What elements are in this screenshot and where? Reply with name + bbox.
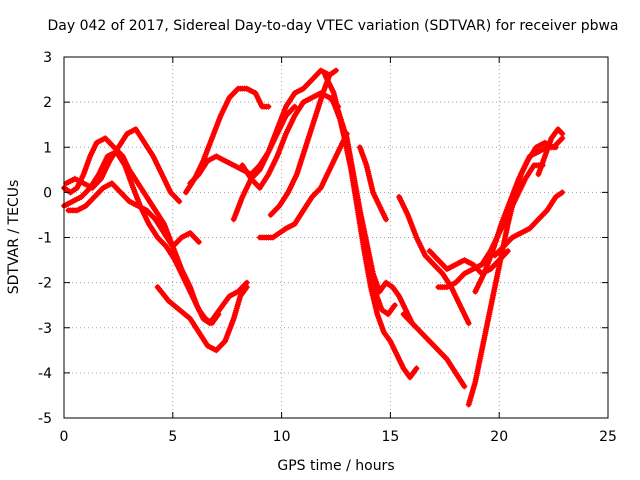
x-tick-label: 0 [60, 429, 69, 445]
data-series [535, 126, 566, 178]
data-series [396, 193, 472, 327]
x-axis-label: GPS time / hours [277, 458, 394, 474]
data-series [256, 130, 350, 241]
data-series [182, 85, 272, 196]
series-markers [356, 144, 389, 223]
x-tick-label: 20 [490, 429, 508, 445]
y-tick-label: -1 [38, 231, 52, 247]
data-series [356, 144, 389, 223]
data-series [65, 180, 202, 250]
data-series [400, 311, 468, 390]
x-tick-label: 10 [273, 429, 291, 445]
series-markers [65, 180, 202, 250]
x-tick-label: 15 [381, 429, 399, 445]
y-axis-label: SDTVAR / TECUs [6, 180, 22, 295]
series-markers [535, 126, 566, 178]
y-tick-label: 1 [43, 140, 52, 156]
series-markers [154, 284, 250, 354]
y-tick-label: 0 [43, 185, 52, 201]
data-series [230, 67, 333, 223]
y-tick-label: -5 [38, 411, 52, 427]
data-series [335, 108, 416, 327]
x-tick-label: 25 [599, 429, 617, 445]
x-tick-label: 5 [168, 429, 177, 445]
y-tick-label: -2 [38, 276, 52, 292]
series-markers [335, 108, 416, 327]
plot-area [61, 67, 566, 408]
series-markers [491, 189, 566, 259]
series-markers [396, 193, 472, 327]
data-series [491, 189, 566, 259]
data-series [154, 284, 250, 354]
y-tick-label: -4 [38, 366, 52, 382]
chart-title: Day 042 of 2017, Sidereal Day-to-day VTE… [47, 18, 618, 34]
series-markers [400, 311, 468, 390]
y-tick-label: -3 [38, 321, 52, 337]
series-markers [256, 130, 350, 241]
data-series [472, 135, 566, 295]
series-markers [230, 67, 333, 223]
data-series [63, 126, 183, 205]
y-tick-label: 3 [43, 50, 52, 66]
series-line [472, 135, 565, 295]
series-line [396, 194, 472, 326]
series-markers [63, 126, 183, 205]
data-series [465, 144, 559, 408]
y-tick-label: 2 [43, 95, 52, 111]
